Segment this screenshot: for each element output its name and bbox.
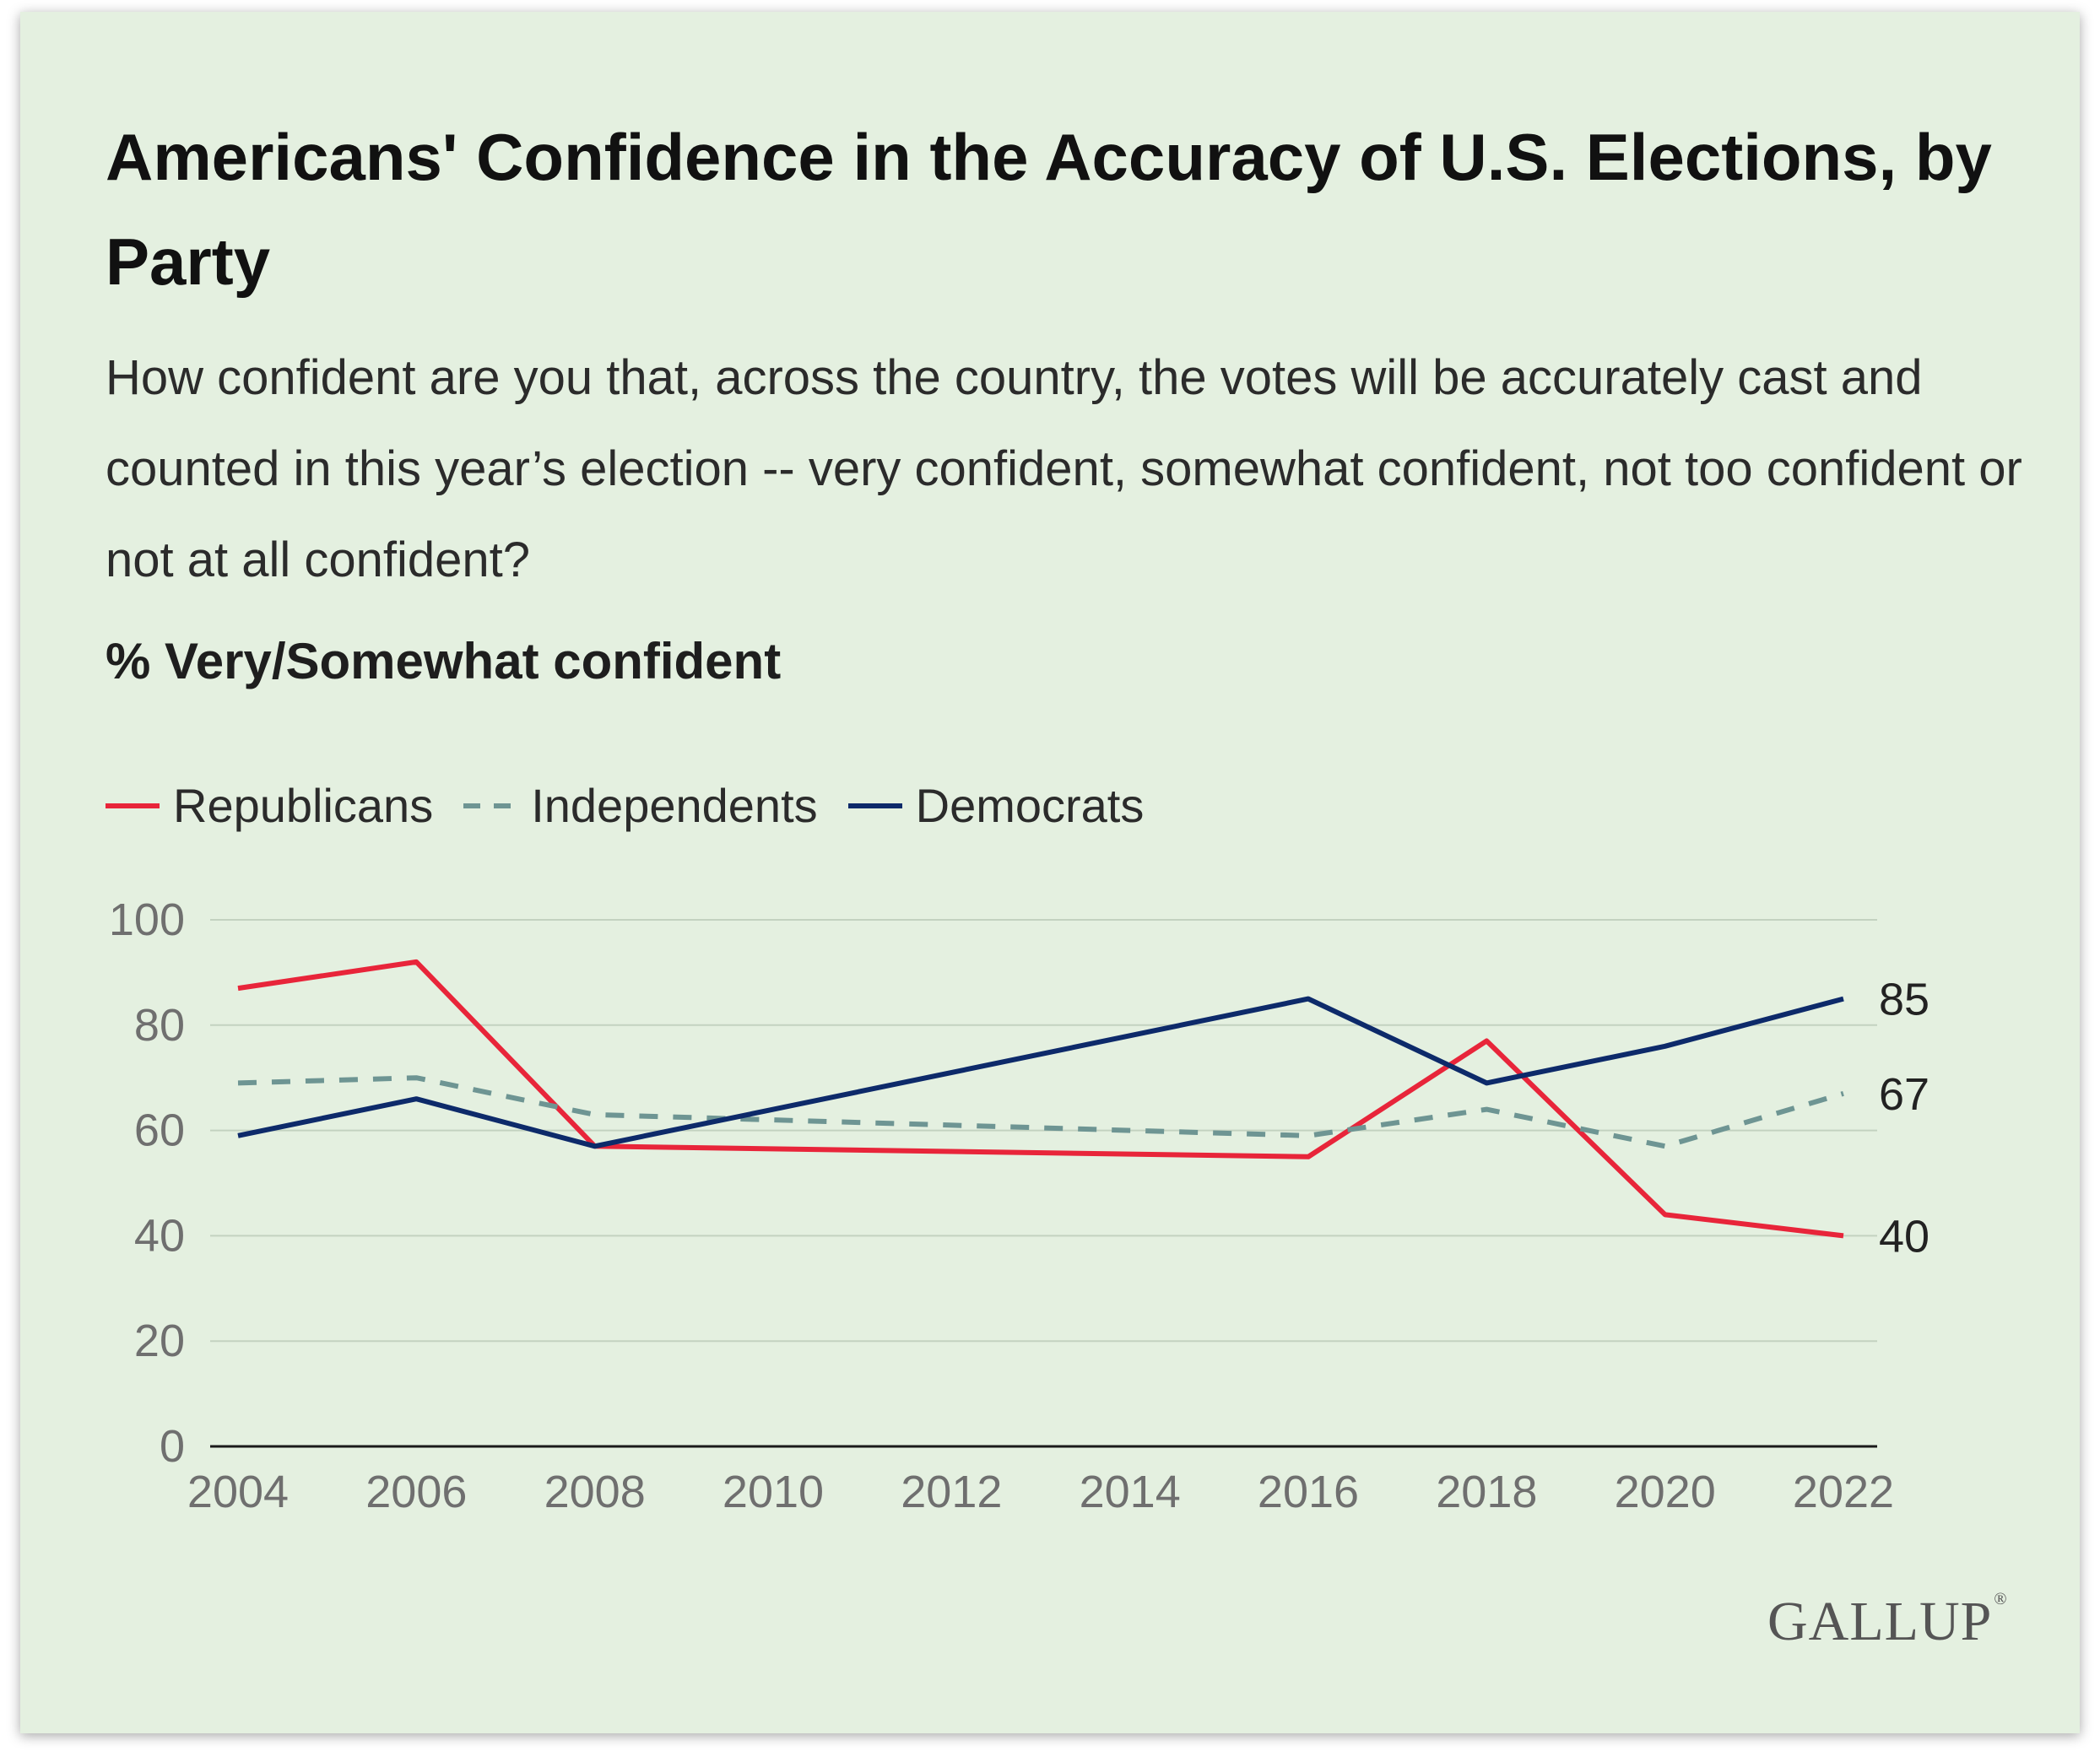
logo-text: GALLUP [1767, 1591, 1993, 1652]
x-tick-label-2022: 2022 [1793, 1467, 1894, 1517]
line-chart: 0 20 40 60 80 100 2004 2006 2008 2010 2012 2014 2016… [109, 895, 1930, 1517]
legend-swatch-republicans [106, 803, 160, 808]
end-label-republicans: 40 [1879, 1211, 1930, 1262]
series-line-democrats [237, 996, 1844, 1149]
legend-item-republicans: Republicans [106, 778, 433, 833]
legend-swatch-democrats [847, 803, 902, 808]
y-tick-label-100: 100 [109, 895, 185, 945]
chart-legend: Republicans Independents Democrats [106, 778, 1174, 833]
x-tick-label-2020: 2020 [1615, 1467, 1716, 1517]
x-tick-label-2014: 2014 [1080, 1467, 1181, 1517]
x-tick-label-2018: 2018 [1436, 1467, 1537, 1517]
legend-item-independents: Independents [463, 778, 818, 833]
chart-card: Americans' Confidence in the Accuracy of… [20, 12, 2080, 1733]
y-tick-label-60: 60 [134, 1105, 185, 1156]
x-tick-label-2016: 2016 [1258, 1467, 1359, 1517]
legend-label-republicans: Republicans [173, 779, 434, 832]
end-label-independents: 67 [1879, 1069, 1930, 1120]
legend-swatch-independents [463, 803, 518, 808]
x-tick-label-2008: 2008 [544, 1467, 646, 1517]
y-tick-label-20: 20 [134, 1316, 185, 1366]
legend-label-democrats: Democrats [915, 779, 1145, 832]
chart-title: Americans' Confidence in the Accuracy of… [106, 120, 1992, 299]
y-tick-label-0: 0 [160, 1421, 185, 1472]
y-tick-label-40: 40 [134, 1210, 185, 1261]
x-tick-label-2004: 2004 [187, 1467, 289, 1517]
y-tick-label-80: 80 [134, 1000, 185, 1051]
x-tick-label-2010: 2010 [723, 1467, 824, 1517]
x-tick-label-2012: 2012 [901, 1467, 1002, 1517]
survey-question: How confident are you that, across the c… [106, 350, 2022, 587]
x-tick-label-2006: 2006 [365, 1467, 467, 1517]
legend-label-independents: Independents [531, 779, 818, 832]
series-line-republicans [237, 959, 1844, 1239]
series-line-independents [237, 1075, 1844, 1149]
measure-label: % Very/Somewhat confident [106, 633, 782, 689]
legend-item-democrats: Democrats [847, 778, 1145, 833]
end-label-democrats: 85 [1879, 975, 1930, 1025]
gallup-logo: GALLUP ® [1767, 1590, 2008, 1652]
